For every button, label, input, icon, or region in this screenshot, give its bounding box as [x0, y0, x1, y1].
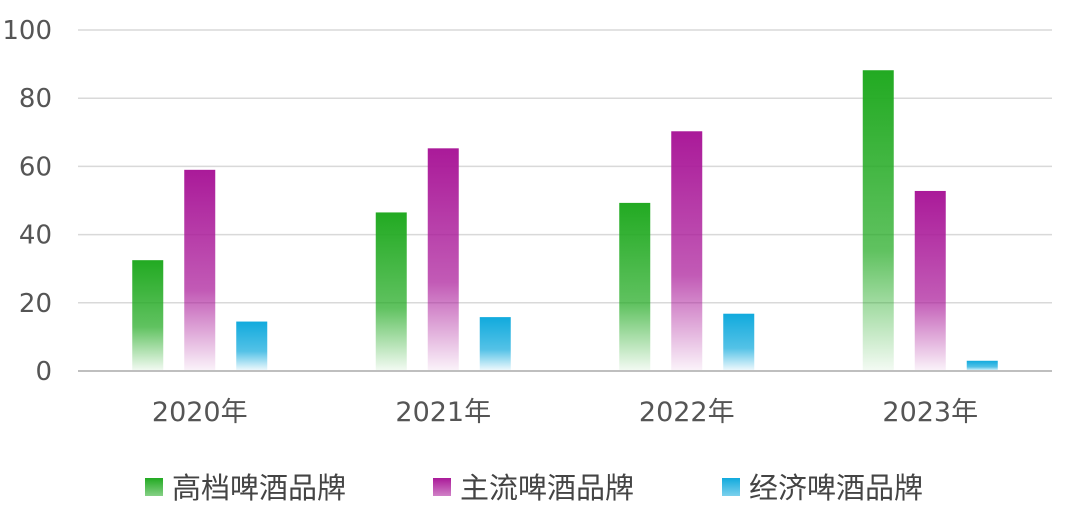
legend-label: 经济啤酒品牌 [749, 471, 923, 505]
bar [723, 313, 755, 371]
legend: 高档啤酒品牌 主流啤酒品牌 经济啤酒品牌 [145, 471, 923, 505]
legend-item: 高档啤酒品牌 [145, 471, 346, 505]
bar [966, 360, 998, 371]
x-tick-label: 2020年 [152, 397, 248, 428]
y-axis-ticks: 0 20 40 60 80 100 [2, 16, 52, 387]
legend-swatch [145, 478, 163, 496]
y-tick-label: 60 [19, 152, 52, 182]
y-tick-label: 40 [19, 221, 52, 251]
bar [479, 317, 511, 371]
legend-label: 高档啤酒品牌 [172, 471, 346, 505]
legend-swatch [722, 478, 740, 496]
y-tick-label: 20 [19, 289, 52, 319]
y-tick-label: 80 [19, 84, 52, 114]
bar [184, 169, 216, 371]
bar [132, 260, 164, 371]
bar [914, 190, 946, 371]
bar [236, 321, 268, 371]
legend-swatch [433, 478, 451, 496]
x-tick-label: 2023年 [882, 397, 978, 428]
legend-label: 主流啤酒品牌 [460, 471, 634, 505]
bar [375, 212, 407, 371]
x-tick-label: 2022年 [639, 397, 735, 428]
bar [427, 148, 459, 371]
legend-item: 主流啤酒品牌 [433, 471, 634, 505]
bar [862, 70, 894, 371]
y-tick-label: 100 [2, 16, 52, 46]
legend-item: 经济啤酒品牌 [722, 471, 923, 505]
x-axis-ticks: 2020年 2021年 2022年 2023年 [152, 397, 978, 428]
bars [132, 70, 998, 371]
bar [619, 202, 651, 371]
x-tick-label: 2021年 [395, 397, 491, 428]
y-tick-label: 0 [35, 357, 52, 387]
bar [671, 131, 703, 371]
grid-lines [78, 29, 1052, 304]
